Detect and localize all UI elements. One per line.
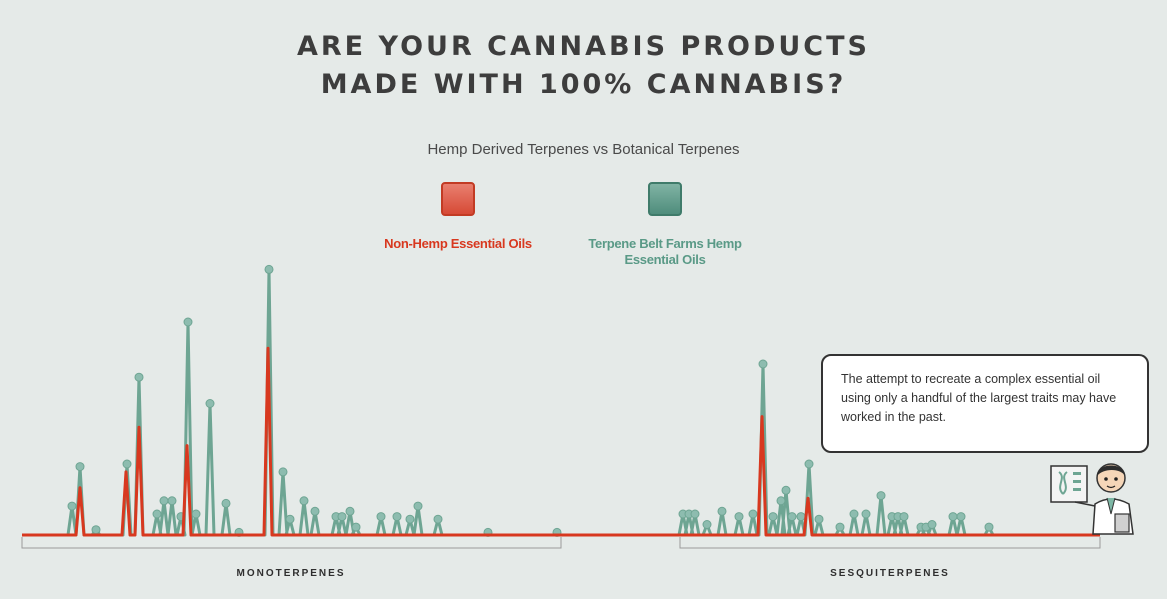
page-title: ARE YOUR CANNABIS PRODUCTS MADE WITH 100…: [296, 31, 870, 100]
peak-marker-terpene-belt: [433, 514, 443, 524]
peak-marker-terpene-belt: [787, 512, 797, 522]
scientist-icon: [1050, 463, 1134, 535]
dna-clipboard-icon: [1050, 465, 1088, 503]
peak-marker-terpene-belt: [758, 359, 768, 369]
peak-marker-terpene-belt: [861, 509, 871, 519]
peak-marker-terpene-belt: [876, 491, 886, 501]
legend-swatch-green: [648, 182, 682, 216]
sesquiterpenes-bracket: [679, 537, 1101, 549]
page-subtitle: Hemp Derived Terpenes vs Botanical Terpe…: [427, 141, 740, 158]
peak-marker-terpene-belt: [205, 399, 215, 408]
peak-marker-terpene-belt: [927, 520, 937, 529]
peak-marker-terpene-belt: [690, 509, 700, 519]
peak-marker-terpene-belt: [814, 514, 824, 524]
group-label-monoterpenes: MONOTERPENES: [236, 568, 345, 579]
peak-marker-terpene-belt: [75, 462, 85, 472]
peak-marker-terpene-belt: [310, 506, 320, 516]
legend-label-terpene-belt: Terpene Belt Farms Hemp Essential Oils: [588, 236, 742, 267]
peak-marker-terpene-belt: [67, 501, 77, 511]
peak-marker-terpene-belt: [191, 509, 201, 519]
peak-marker-terpene-belt: [285, 514, 295, 524]
peak-marker-terpene-belt: [167, 496, 177, 506]
peak-marker-terpene-belt: [152, 509, 162, 519]
legend-item-non-hemp: Non-Hemp Essential Oils: [358, 182, 558, 252]
peak-marker-terpene-belt: [984, 522, 994, 532]
callout-bubble: The attempt to recreate a complex essent…: [821, 354, 1149, 453]
peak-marker-terpene-belt: [413, 501, 423, 511]
peak-marker-terpene-belt: [702, 520, 712, 529]
legend-swatch-red: [441, 182, 475, 216]
peak-marker-terpene-belt: [183, 317, 193, 327]
group-axis: MONOTERPENES SESQUITERPENES: [21, 537, 1101, 579]
peak-marker-terpene-belt: [804, 459, 814, 469]
peak-marker-terpene-belt: [796, 512, 806, 522]
peak-marker-terpene-belt: [122, 459, 132, 469]
monoterpenes-bracket: [21, 537, 562, 549]
peak-marker-terpene-belt: [776, 496, 786, 506]
peak-marker-terpene-belt: [899, 512, 909, 522]
peak-marker-terpene-belt: [264, 264, 274, 274]
peak-marker-terpene-belt: [299, 496, 309, 506]
peak-marker-terpene-belt: [278, 467, 288, 477]
legend-item-terpene-belt: Terpene Belt Farms Hemp Essential Oils: [565, 182, 765, 268]
peak-marker-terpene-belt: [717, 506, 727, 516]
peak-marker-terpene-belt: [91, 525, 101, 535]
peak-marker-terpene-belt: [376, 512, 386, 522]
peak-marker-terpene-belt: [392, 512, 402, 522]
peak-marker-terpene-belt: [337, 512, 347, 522]
peak-marker-terpene-belt: [134, 372, 144, 382]
peak-marker-terpene-belt: [159, 496, 169, 506]
peak-marker-terpene-belt: [781, 485, 791, 495]
peak-marker-terpene-belt: [734, 512, 744, 522]
peak-marker-terpene-belt: [948, 512, 958, 522]
legend-label-non-hemp: Non-Hemp Essential Oils: [384, 236, 532, 251]
peak-marker-terpene-belt: [768, 512, 778, 522]
peak-marker-terpene-belt: [849, 509, 859, 519]
group-label-sesquiterpenes: SESQUITERPENES: [830, 568, 950, 579]
series-line-non-hemp: [22, 346, 1100, 537]
peak-marker-terpene-belt: [351, 522, 361, 532]
peak-marker-terpene-belt: [221, 498, 231, 508]
peak-marker-terpene-belt: [835, 522, 845, 532]
peak-marker-terpene-belt: [956, 512, 966, 522]
peak-marker-terpene-belt: [345, 506, 355, 516]
red-series-layer: [22, 346, 1100, 537]
peak-marker-terpene-belt: [405, 514, 415, 524]
peak-marker-terpene-belt: [748, 509, 758, 519]
